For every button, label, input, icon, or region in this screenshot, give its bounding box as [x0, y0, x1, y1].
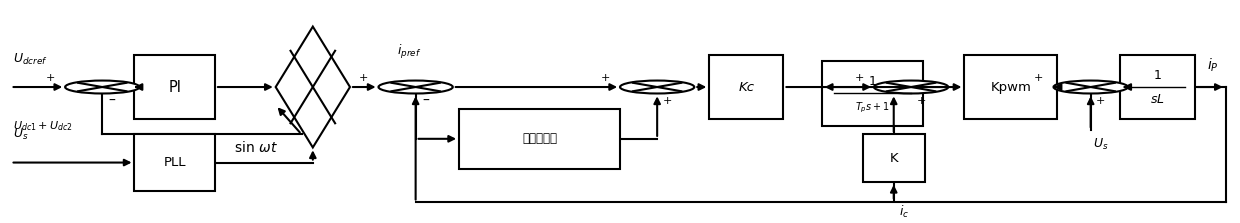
Text: Kc: Kc: [738, 81, 754, 93]
Text: $i_P$: $i_P$: [1207, 57, 1219, 74]
Text: PLL: PLL: [164, 156, 186, 169]
Text: $\sin\,\omega t$: $\sin\,\omega t$: [233, 140, 278, 155]
Text: PI: PI: [169, 80, 181, 95]
Text: +: +: [358, 73, 368, 83]
Bar: [822, 61, 924, 126]
Text: +: +: [46, 73, 55, 83]
Text: $U_s$: $U_s$: [1092, 137, 1109, 152]
Text: –: –: [109, 94, 115, 108]
Bar: [965, 55, 1058, 119]
Text: +: +: [1034, 73, 1043, 83]
Text: $T_p s+1$: $T_p s+1$: [856, 100, 890, 115]
Bar: [863, 134, 925, 182]
Text: $U_{dc1}+U_{dc2}$: $U_{dc1}+U_{dc2}$: [14, 119, 73, 133]
Circle shape: [874, 81, 949, 93]
Text: +: +: [662, 96, 672, 106]
Text: –: –: [422, 94, 429, 108]
Bar: [1121, 55, 1194, 119]
Circle shape: [620, 81, 694, 93]
Text: $i_{pref}$: $i_{pref}$: [397, 43, 422, 61]
Text: $i_c$: $i_c$: [899, 204, 909, 220]
Bar: [134, 134, 215, 191]
Text: 重复控制器: 重复控制器: [522, 132, 557, 145]
Text: 1: 1: [869, 75, 877, 88]
Text: $U_s$: $U_s$: [14, 127, 29, 142]
Text: +: +: [854, 73, 864, 83]
Bar: [459, 109, 620, 169]
Bar: [709, 55, 784, 119]
Circle shape: [66, 81, 139, 93]
Text: K: K: [889, 152, 898, 165]
Text: 1: 1: [1153, 69, 1162, 82]
Circle shape: [1054, 81, 1128, 93]
Bar: [134, 55, 215, 119]
Text: +: +: [916, 96, 926, 106]
Circle shape: [378, 81, 453, 93]
Text: +: +: [600, 73, 610, 83]
Text: Kpwm: Kpwm: [991, 81, 1032, 93]
Text: +: +: [1096, 96, 1105, 106]
Text: $U_{dcref}$: $U_{dcref}$: [14, 52, 48, 66]
Text: $sL$: $sL$: [1151, 93, 1164, 106]
